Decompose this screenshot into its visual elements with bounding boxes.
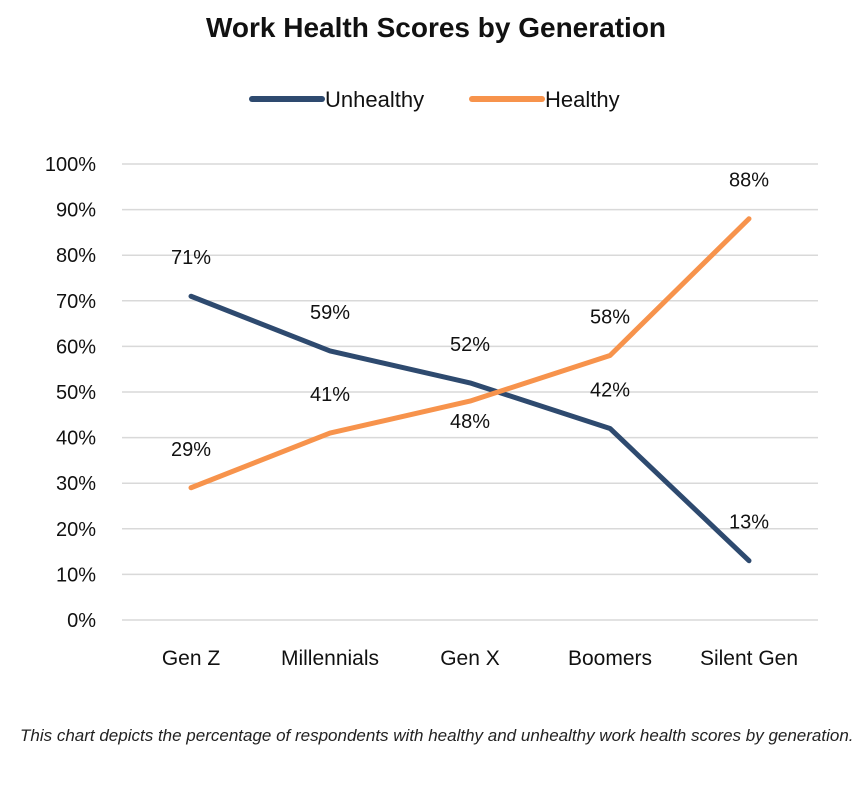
y-axis: 0% 10% 20% 30% 40% 50% 60% 70% 80% 90% 100% (45, 154, 96, 632)
data-label: 71% (171, 247, 211, 269)
y-tick-label: 20% (56, 519, 96, 541)
data-label: 13% (729, 512, 769, 534)
line-chart: Work Health Scores by Generation Unhealt… (45, 12, 818, 670)
data-label: 42% (590, 379, 630, 401)
data-label: 88% (729, 170, 769, 192)
data-label: 29% (171, 439, 211, 461)
data-label: 41% (310, 384, 350, 406)
x-tick-label: Gen Z (162, 647, 221, 670)
legend: Unhealthy Healthy (249, 87, 620, 112)
y-tick-label: 40% (56, 428, 96, 450)
x-axis: Gen Z Millennials Gen X Boomers Silent Gen (162, 647, 798, 670)
x-tick-label: Silent Gen (700, 647, 798, 670)
y-tick-label: 80% (56, 245, 96, 267)
y-tick-label: 30% (56, 473, 96, 495)
legend-label-healthy: Healthy (545, 87, 620, 112)
y-tick-label: 90% (56, 200, 96, 222)
chart-caption: This chart depicts the percentage of res… (20, 726, 854, 745)
y-tick-label: 10% (56, 564, 96, 586)
data-label: 59% (310, 302, 350, 324)
legend-label-unhealthy: Unhealthy (325, 87, 424, 112)
x-tick-label: Gen X (440, 647, 500, 670)
y-tick-label: 100% (45, 154, 96, 176)
series-line-healthy (188, 216, 752, 491)
x-tick-label: Millennials (281, 647, 379, 670)
series-group (188, 216, 752, 564)
data-label: 48% (450, 411, 490, 433)
y-tick-label: 50% (56, 382, 96, 404)
data-label: 58% (590, 307, 630, 329)
data-label: 52% (450, 334, 490, 356)
y-tick-label: 60% (56, 336, 96, 358)
x-tick-label: Boomers (568, 647, 652, 670)
y-tick-label: 0% (67, 610, 96, 632)
y-tick-label: 70% (56, 291, 96, 313)
data-labels: 71% 29% 59% 41% 52% 48% 58% 42% 88% 13% (171, 170, 769, 534)
series-line-unhealthy (188, 293, 752, 564)
chart-title: Work Health Scores by Generation (206, 12, 666, 43)
gridlines (122, 163, 818, 621)
